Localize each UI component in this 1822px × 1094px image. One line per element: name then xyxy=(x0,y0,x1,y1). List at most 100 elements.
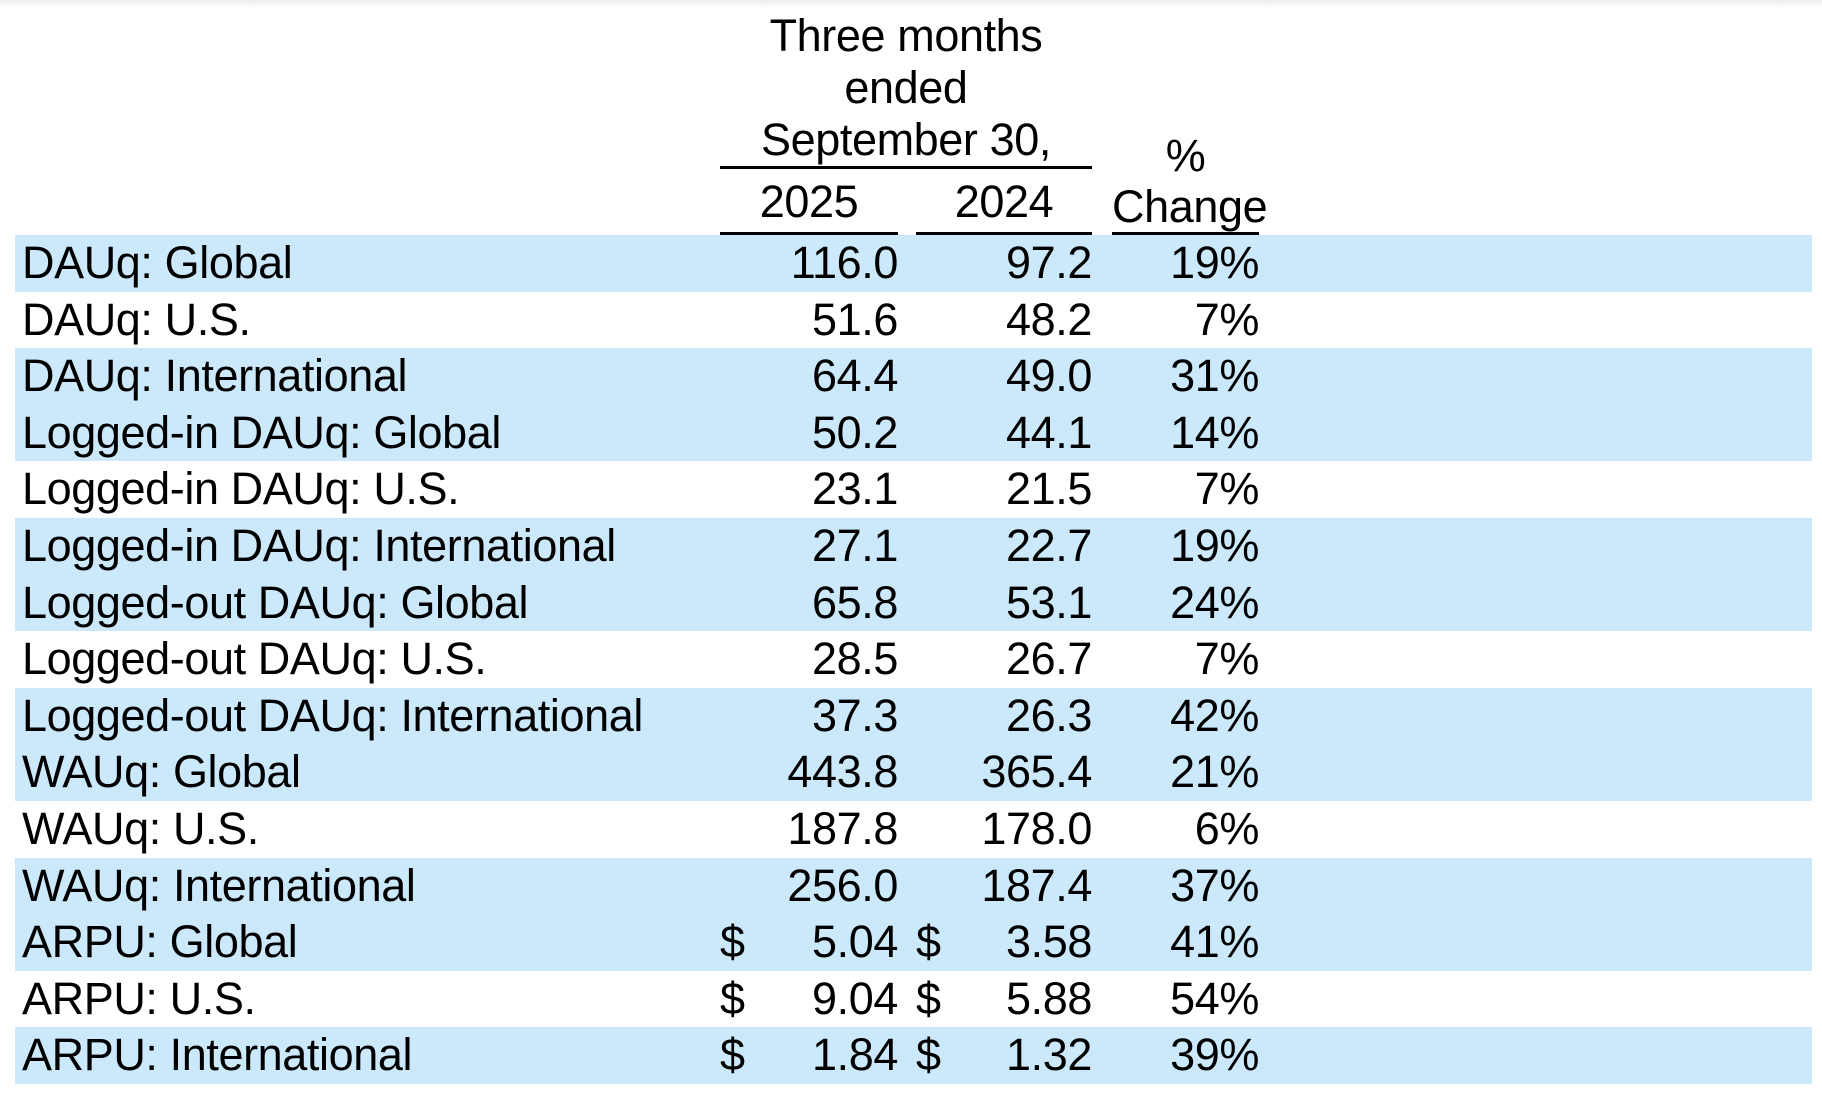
value-2025-number: 187.8 xyxy=(787,802,898,854)
row-filler xyxy=(1259,801,1812,858)
column-header-pct-change: % Change xyxy=(1112,130,1268,235)
pct-change-value: 19% xyxy=(1170,519,1259,571)
value-2025: 50.2 xyxy=(720,405,898,462)
row-label: DAUq: U.S. xyxy=(22,293,251,345)
value-2024: 26.7 xyxy=(916,631,1092,688)
value-2025-number: 116.0 xyxy=(790,237,899,288)
row-label: Logged-out DAUq: Global xyxy=(22,576,529,628)
value-2025-number: 50.2 xyxy=(812,406,898,458)
column-gap xyxy=(898,744,916,801)
column-gap xyxy=(1092,858,1112,915)
row-label: DAUq: International xyxy=(22,350,408,402)
value-2025-number: 443.8 xyxy=(787,746,898,798)
currency-symbol: $ xyxy=(720,972,745,1024)
value-2024: 21.5 xyxy=(916,461,1092,518)
value-2025-number: 65.8 xyxy=(812,576,898,628)
value-2024-number: 365.4 xyxy=(981,746,1092,798)
value-2025: 256.0 xyxy=(720,858,898,915)
pct-symbol: % xyxy=(1165,130,1206,181)
column-gap xyxy=(1092,801,1112,858)
value-2024-number: 49.0 xyxy=(1006,350,1092,402)
row-filler xyxy=(1259,235,1812,292)
table-row: Logged-in DAUq: International 27.1 22.7 19% xyxy=(15,517,1812,575)
column-gap xyxy=(898,405,916,462)
value-2025: 64.4 xyxy=(720,348,898,405)
table-row: Logged-out DAUq: International 37.3 26.3 42… xyxy=(15,687,1812,745)
column-gap xyxy=(898,688,916,745)
row-filler xyxy=(1259,348,1812,405)
table-header-columns: 2025 2024 % Change xyxy=(15,115,1812,235)
value-2024-number: 26.3 xyxy=(1006,689,1092,741)
value-2024: 26.3 xyxy=(916,688,1092,745)
value-2025: 28.5 xyxy=(720,631,898,688)
table-row: WAUq: Global 443.8 365.4 21% xyxy=(15,744,1812,801)
table-row: WAUq: International 256.0 187.4 37% xyxy=(15,857,1812,915)
column-gap xyxy=(898,914,916,971)
value-2024-number: 22.7 xyxy=(1006,519,1092,571)
value-2024-number: 26.7 xyxy=(1006,633,1092,685)
column-gap xyxy=(898,858,916,915)
value-2024: 48.2 xyxy=(916,292,1092,349)
period-line1: Three months ended xyxy=(769,10,1043,113)
column-gap xyxy=(898,1027,916,1084)
value-2025: 23.1 xyxy=(720,461,898,518)
value-2025-number: 23.1 xyxy=(812,463,898,515)
table-header-period: Three months ended September 30, xyxy=(15,8,1812,169)
table-row: DAUq: Global 116.0 97.2 19% xyxy=(15,235,1812,292)
value-2024: $3.58 xyxy=(916,914,1092,971)
value-2024: $5.88 xyxy=(916,971,1092,1028)
value-2025-number: 64.4 xyxy=(812,350,898,402)
row-filler xyxy=(1259,744,1812,801)
row-label: Logged-out DAUq: U.S. xyxy=(22,633,487,685)
column-gap xyxy=(1092,575,1112,632)
currency-symbol: $ xyxy=(720,916,745,968)
pct-change-value: 54% xyxy=(1170,972,1259,1024)
value-2024: 53.1 xyxy=(916,575,1092,632)
column-gap xyxy=(1092,914,1112,971)
row-label: WAUq: U.S. xyxy=(22,802,259,854)
value-2024: 97.2 xyxy=(916,235,1092,292)
table-body: DAUq: Global 116.0 97.2 19% DAUq: U.S. 51.6 48… xyxy=(15,235,1812,1084)
value-2024-number: 21.5 xyxy=(1006,463,1092,515)
column-gap xyxy=(1092,631,1112,688)
column-gap xyxy=(1092,518,1112,575)
value-2024: 187.4 xyxy=(916,858,1092,915)
value-2024-number: 97.2 xyxy=(1006,237,1092,288)
column-gap xyxy=(1092,971,1112,1028)
column-gap xyxy=(1092,688,1112,745)
pct-change-value: 7% xyxy=(1194,633,1260,685)
pct-change-value: 41% xyxy=(1170,916,1259,968)
column-gap xyxy=(898,575,916,632)
column-gap xyxy=(1092,235,1112,292)
currency-symbol: $ xyxy=(916,972,941,1024)
pct-change-value: 24% xyxy=(1170,576,1259,628)
currency-symbol: $ xyxy=(916,1029,941,1081)
column-gap xyxy=(1092,744,1112,801)
value-2024: 178.0 xyxy=(916,801,1092,858)
row-filler xyxy=(1259,1027,1812,1084)
column-gap xyxy=(898,235,916,292)
value-2024-number: 5.88 xyxy=(1006,972,1092,1024)
value-2024: $1.32 xyxy=(916,1027,1092,1084)
row-filler xyxy=(1259,631,1812,688)
column-gap xyxy=(1092,348,1112,405)
table-row: Logged-out DAUq: Global 65.8 53.1 24% xyxy=(15,574,1812,632)
row-filler xyxy=(1259,292,1812,349)
table-row: Logged-in DAUq: Global 50.2 44.1 14% xyxy=(15,404,1812,462)
column-gap xyxy=(898,801,916,858)
column-gap xyxy=(898,461,916,518)
table-row: Logged-in DAUq: U.S. 23.1 21.5 7% xyxy=(15,461,1812,518)
row-label: Logged-out DAUq: International xyxy=(22,689,643,741)
column-gap xyxy=(898,348,916,405)
value-2025: 116.0 xyxy=(720,235,899,292)
value-2024: 49.0 xyxy=(916,348,1092,405)
pct-change-value: 21% xyxy=(1170,746,1259,798)
table-row: DAUq: International 64.4 49.0 31% xyxy=(15,348,1812,405)
currency-symbol: $ xyxy=(720,1029,745,1081)
column-gap xyxy=(898,971,916,1028)
value-2025-number: 37.3 xyxy=(812,689,898,741)
period-line2: September 30, xyxy=(761,114,1051,165)
row-filler xyxy=(1259,518,1812,575)
pct-change-value: 7% xyxy=(1194,293,1260,345)
value-2024-number: 44.1 xyxy=(1006,406,1092,458)
